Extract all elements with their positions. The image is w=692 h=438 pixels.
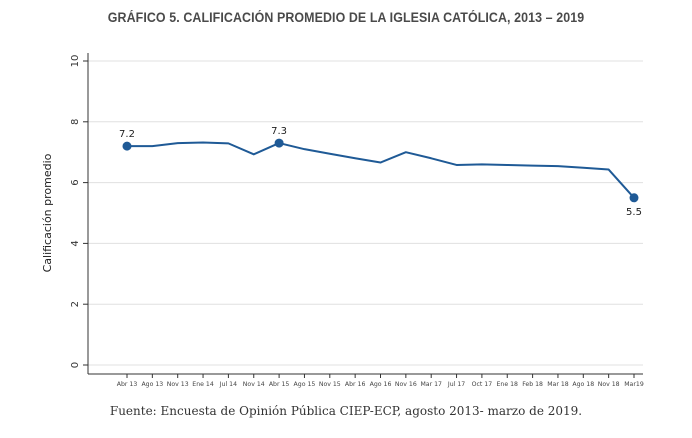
x-tick-label: Ago 13 — [141, 381, 163, 388]
y-tick-label: 4 — [70, 240, 81, 246]
highlight-marker — [629, 193, 639, 203]
x-tick-label: Mar19 — [624, 381, 644, 388]
data-label: 7.2 — [119, 129, 135, 140]
x-tick-label: Ene 14 — [192, 381, 214, 388]
y-tick-label: 10 — [70, 55, 81, 68]
source-note: Fuente: Encuesta de Opinión Pública CIEP… — [109, 404, 583, 418]
y-tick-label: 2 — [70, 301, 81, 307]
series — [127, 141, 635, 199]
axes — [87, 53, 643, 375]
x-ticks: Abr 13 Ago 13 Nov 13 Ene 14 Jul 14 Nov 14 Abr … — [117, 374, 644, 388]
x-tick-label: Ago 18 — [572, 381, 594, 388]
data-label: 5.5 — [626, 207, 642, 218]
annotations: 7.2 7.3 5.5 — [119, 126, 642, 218]
x-tick-label: Nov 18 — [598, 381, 620, 388]
x-tick-label: Feb 18 — [522, 381, 543, 388]
x-tick-label: Ago 15 — [294, 381, 316, 388]
series-line — [127, 141, 635, 199]
x-tick-label: Nov 16 — [395, 381, 417, 388]
x-tick-label: Ene 18 — [497, 381, 519, 388]
x-tick-label: Jul 14 — [219, 381, 237, 388]
x-tick-label: Mar 18 — [547, 381, 569, 388]
y-axis-title: Calificación promedio — [41, 153, 54, 272]
x-tick-label: Ago 16 — [370, 381, 392, 388]
x-tick-label: Nov 14 — [243, 381, 265, 388]
gridlines — [88, 60, 643, 366]
highlight-marker — [274, 138, 284, 148]
chart-title: GRÁFICO 5. CALIFICACIÓN PROMEDIO DE LA I… — [107, 10, 585, 25]
x-tick-label: Oct 17 — [472, 381, 493, 388]
y-ticks: 0 2 4 6 8 10 — [70, 55, 88, 368]
data-label: 7.3 — [271, 126, 287, 137]
highlight-marker — [122, 141, 132, 151]
y-tick-label: 6 — [70, 179, 81, 185]
x-tick-label: Nov 13 — [167, 381, 189, 388]
x-tick-label: Jul 17 — [447, 381, 465, 388]
x-tick-label: Nov 15 — [319, 381, 341, 388]
y-tick-label: 0 — [70, 362, 81, 368]
x-tick-label: Abr 15 — [269, 381, 290, 388]
x-tick-label: Mar 17 — [420, 381, 442, 388]
x-tick-label: Abr 13 — [117, 381, 138, 388]
x-tick-label: Abr 16 — [345, 381, 366, 388]
y-tick-label: 8 — [70, 119, 81, 125]
